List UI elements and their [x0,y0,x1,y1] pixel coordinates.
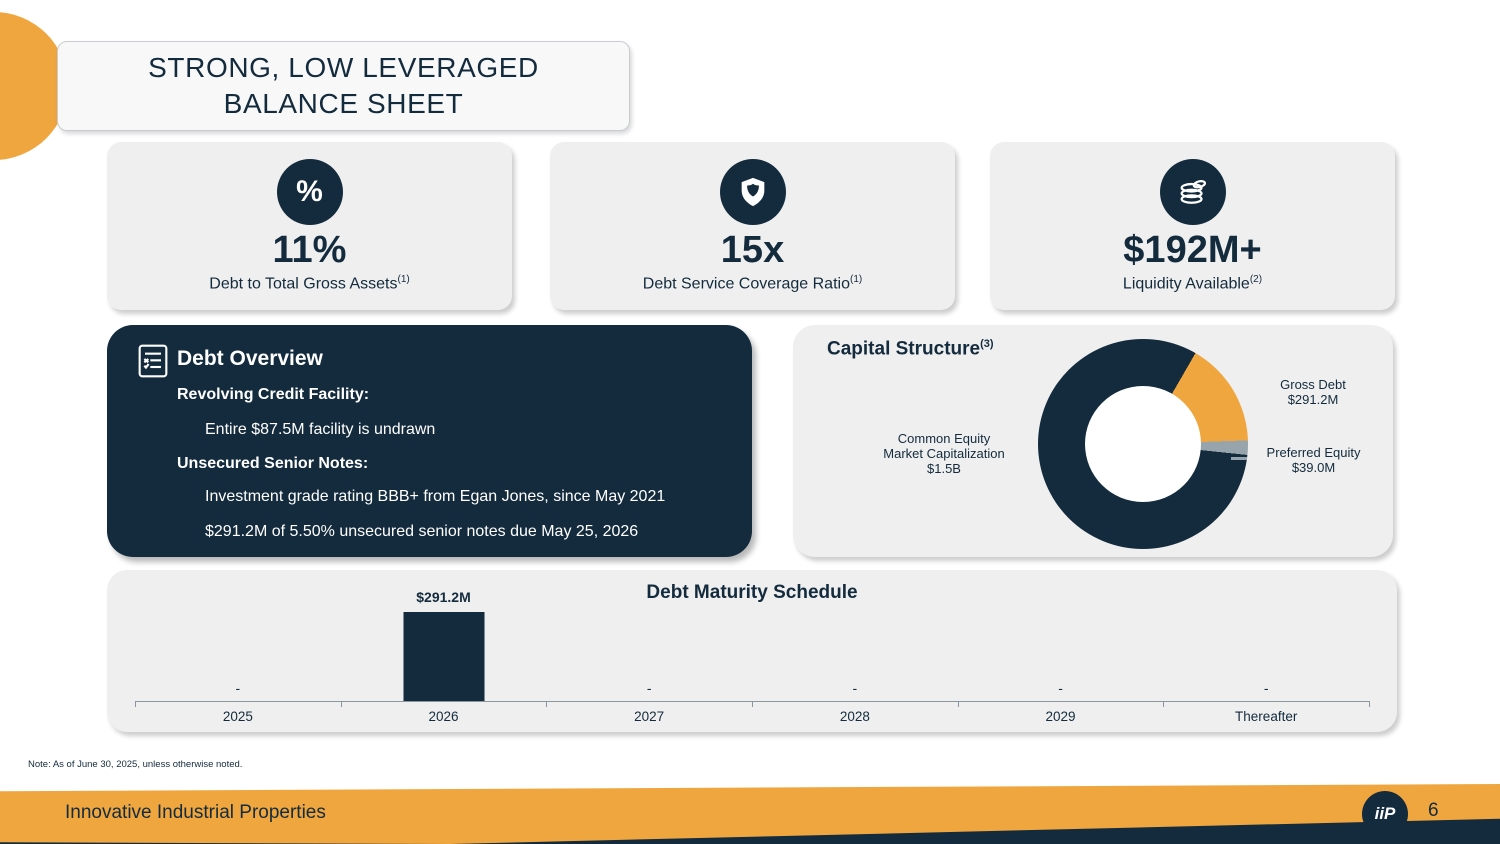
bar-slot-2028: - [752,598,958,701]
bar-slot-thereafter: - [1163,598,1369,701]
debt-overview-detail-rating: Investment grade rating BBB+ from Egan J… [205,488,666,505]
debt-overview-detail-notes-due: $291.2M of 5.50% unsecured senior notes … [205,523,639,540]
slide-title-line2: BALANCE SHEET [223,88,464,119]
axis-tick [957,701,959,707]
capital-structure-title-text: Capital Structure [827,338,981,360]
debt-overview-detail-revolver: Entire $87.5M facility is undrawn [205,421,436,438]
coins-icon [1159,159,1226,225]
axis-tick [752,701,753,707]
preferred-equity-label: Preferred Equity [1266,445,1361,460]
footer-band: Innovative Industrial Properties iiP 6 [0,784,1500,844]
capital-structure-donut-chart [1038,339,1248,549]
category-label-thereafter: Thereafter [1235,709,1298,724]
donut-label-preferred-equity: Preferred Equity $39.0M [1241,445,1386,475]
preferred-equity-value: $39.0M [1291,460,1336,475]
axis-tick [1163,701,1165,707]
stat-label-text: Debt to Total Gross Assets [209,275,398,293]
category-label-2028: 2028 [839,709,870,724]
footnote-ref-3: (3) [980,338,994,350]
footnote-line-0: Note: As of June 30, 2025, unless otherw… [28,759,243,770]
common-equity-label-line1: Common Equity [897,431,991,446]
common-equity-label-line2: Market Capitalization [883,446,1005,461]
capital-structure-title: Capital Structure(3) [827,338,994,360]
stat-label-debt-to-assets: Debt to Total Gross Assets(1) [107,274,512,293]
footnote-ref-1: (1) [849,274,863,285]
gross-debt-value: $291.2M [1287,392,1339,407]
stat-card-debt-to-assets: % 11% Debt to Total Gross Assets(1) [107,142,512,310]
iip-logo-text: iiP [1374,804,1396,823]
debt-maturity-card: Debt Maturity Schedule - $291.2M - - - - [107,570,1397,732]
donut-label-gross-debt: Gross Debt $291.2M [1248,377,1378,407]
footnote-ref-2: (2) [1249,274,1263,285]
bar-slot-2029: - [958,598,1164,701]
capital-structure-card: Capital Structure(3) Gross Debt $291.2M … [793,325,1393,557]
category-label-2025: 2025 [222,709,253,724]
bar-slot-2025: - [135,598,341,701]
stat-value-debt-to-assets: 11% [272,229,347,271]
stat-label-liquidity: Liquidity Available(2) [990,274,1395,293]
slide-title-line1: STRONG, LOW LEVERAGED [148,52,539,83]
shield-icon [719,159,786,225]
category-label-2026: 2026 [428,709,459,724]
stat-value-coverage-ratio: 15x [720,229,785,271]
debt-maturity-bar-chart: - $291.2M - - - - [135,589,1370,707]
debt-overview-heading-notes: Unsecured Senior Notes: [177,455,369,472]
bar-2026 [403,612,484,701]
slide-title-box: STRONG, LOW LEVERAGED BALANCE SHEET [57,41,630,131]
bar-slot-2027: - [546,598,752,701]
empty-bar-marker: - [646,680,652,696]
donut-label-common-equity: Common Equity Market Capitalization $1.5… [883,431,1005,476]
footnote-ref-1: (1) [397,274,410,285]
document-list-icon [137,343,169,379]
debt-overview-title: Debt Overview [177,347,323,370]
empty-bar-marker: - [1058,680,1063,696]
bar-chart-category-axis: 2025 2026 2027 2028 2029 Thereafter [135,709,1369,724]
stat-label-text: Debt Service Coverage Ratio [642,275,850,293]
preferred-equity-leader-line [1231,457,1247,460]
axis-tick [135,701,136,707]
bar-slot-2026: $291.2M [341,589,547,701]
debt-maturity-title: Debt Maturity Schedule [646,582,858,603]
bar-value-label-2026: $291.2M [416,589,471,605]
axis-tick [340,701,342,707]
category-label-2027: 2027 [634,709,665,724]
category-label-2029: 2029 [1045,709,1076,724]
page-number: 6 [1428,800,1439,821]
stat-card-coverage-ratio: 15x Debt Service Coverage Ratio(1) [550,142,955,310]
debt-overview-card: Debt Overview Revolving Credit Facility:… [107,325,752,557]
empty-bar-marker: - [1263,680,1269,696]
footer-company-name: Innovative Industrial Properties [65,802,326,823]
stat-value-liquidity: $192M+ [1123,229,1262,271]
stat-label-text: Liquidity Available [1122,275,1250,293]
axis-tick [546,701,548,707]
percent-glyph: % [296,175,323,208]
debt-overview-heading-revolver: Revolving Credit Facility: [177,386,370,403]
iip-logo: iiP [1362,791,1408,837]
stat-label-coverage-ratio: Debt Service Coverage Ratio(1) [550,274,955,293]
percent-icon: % [276,159,343,225]
common-equity-value: $1.5B [927,461,961,476]
axis-tick [1369,701,1370,707]
empty-bar-marker: - [235,680,241,696]
stat-card-liquidity: $192M+ Liquidity Available(2) [990,142,1395,310]
empty-bar-marker: - [852,680,858,696]
gross-debt-label: Gross Debt [1280,377,1346,392]
